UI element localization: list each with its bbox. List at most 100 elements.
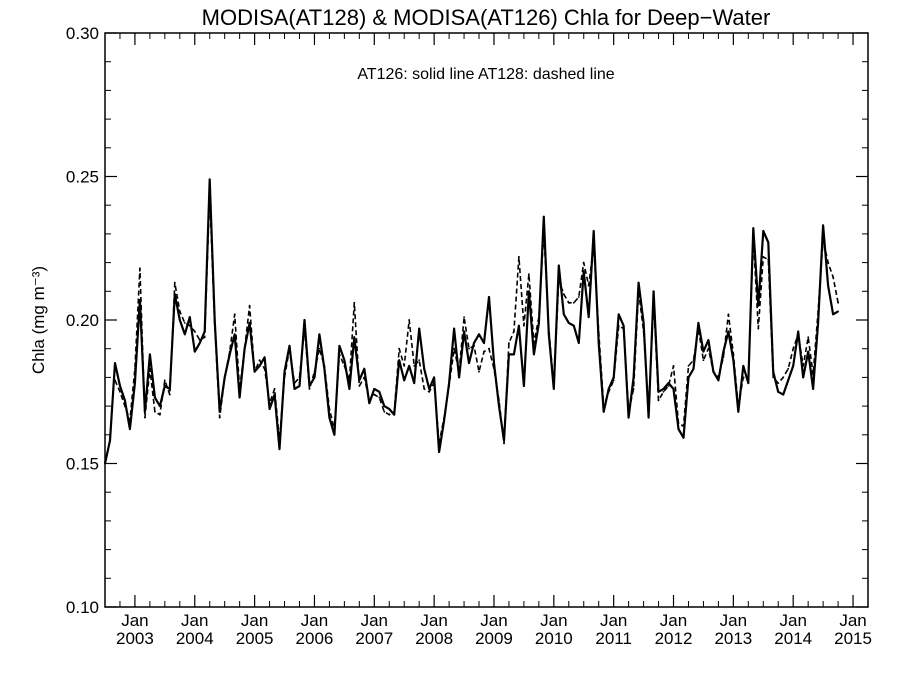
x-tick-month: Jan (600, 611, 627, 630)
data-point-at126 (473, 342, 475, 344)
data-point-at128 (488, 347, 490, 350)
x-tick-year: 2010 (535, 629, 573, 648)
data-point-at128 (652, 299, 655, 301)
x-tick-month: Jan (480, 611, 507, 630)
data-point-at128 (453, 347, 455, 350)
data-point-at126 (812, 388, 814, 390)
data-point-at126 (652, 290, 655, 293)
data-point-at128 (607, 390, 610, 393)
data-point-at126 (393, 413, 396, 416)
data-point-at128 (737, 405, 740, 407)
x-tick-year: 2009 (475, 629, 513, 648)
data-point-at128 (283, 376, 286, 379)
data-point-at126 (233, 333, 236, 336)
data-point-at128 (168, 393, 171, 396)
data-point-at126 (642, 322, 645, 324)
data-point-at128 (817, 310, 819, 313)
data-point-at128 (702, 359, 705, 362)
y-tick-label: 0.30 (66, 24, 99, 43)
data-point-at128 (268, 402, 271, 405)
data-point-at128 (308, 388, 311, 390)
x-tick-year: 2006 (296, 629, 334, 648)
data-point-at128 (193, 330, 196, 333)
data-point-at126 (428, 388, 431, 390)
data-point-at128 (139, 267, 141, 270)
data-point-at126 (328, 416, 331, 419)
data-point-at128 (597, 330, 600, 333)
data-point-at128 (173, 281, 176, 284)
data-point-at126 (662, 388, 665, 390)
data-point-at126 (248, 322, 251, 324)
data-point-at126 (727, 330, 730, 333)
data-point-at128 (203, 336, 206, 339)
data-point-at126 (697, 322, 700, 324)
x-tick-year: 2013 (714, 629, 752, 648)
x-tick-year: 2012 (655, 629, 693, 648)
data-point-at126 (413, 382, 416, 384)
data-point-at126 (298, 385, 301, 387)
data-point-at128 (787, 367, 790, 370)
data-point-at126 (268, 408, 271, 410)
data-point-at126 (363, 367, 366, 370)
data-point-at126 (278, 448, 281, 450)
x-tick-year: 2011 (595, 629, 632, 648)
data-point-at128 (782, 376, 785, 379)
data-point-at126 (797, 330, 800, 333)
data-point-at128 (458, 370, 460, 373)
data-point-at126 (672, 388, 675, 390)
data-point-at126 (388, 408, 391, 410)
y-tick-label: 0.10 (66, 598, 99, 617)
data-point-at126 (134, 382, 136, 384)
data-point-at126 (443, 419, 445, 422)
data-point-at126 (622, 324, 625, 327)
data-point-at128 (463, 316, 465, 318)
data-point-at128 (627, 410, 630, 413)
data-point-at128 (717, 376, 720, 379)
data-point-at128 (413, 365, 416, 367)
data-point-at128 (114, 379, 116, 382)
x-axis: Jan2003Jan2004Jan2005Jan2006Jan2007Jan20… (104, 33, 872, 648)
data-point-at128 (144, 416, 146, 419)
data-point-at128 (233, 313, 236, 316)
data-point-at128 (632, 388, 635, 390)
data-point-at128 (388, 413, 391, 416)
data-point-at128 (637, 290, 640, 293)
data-point-at128 (448, 385, 450, 387)
data-point-at126 (368, 402, 371, 405)
data-point-at128 (493, 367, 495, 370)
chart-annotation: AT126: solid line AT128: dashed line (357, 66, 614, 83)
data-point-at126 (383, 405, 386, 407)
data-point-at128 (692, 359, 695, 362)
data-point-at128 (762, 256, 765, 258)
data-point-at126 (353, 336, 356, 339)
data-point-at128 (508, 342, 510, 344)
data-point-at128 (797, 333, 800, 336)
data-point-at126 (523, 385, 525, 387)
x-tick-month: Jan (720, 611, 747, 630)
data-point-at128 (159, 413, 161, 416)
data-point-at128 (149, 367, 151, 370)
data-point-at128 (767, 258, 770, 261)
data-point-at128 (303, 327, 306, 330)
data-point-at128 (542, 230, 545, 232)
data-point-at128 (792, 347, 795, 350)
data-point-at128 (328, 408, 331, 410)
data-point-at128 (258, 359, 261, 362)
data-point-at128 (757, 327, 760, 330)
data-point-at128 (667, 385, 670, 387)
data-point-at128 (557, 278, 560, 281)
data-point-at126 (403, 379, 406, 382)
data-point-at126 (707, 339, 710, 341)
data-point-at128 (602, 405, 605, 407)
data-point-at128 (183, 322, 186, 324)
data-point-at126 (533, 353, 535, 356)
data-point-at128 (213, 324, 216, 327)
data-point-at128 (393, 410, 396, 413)
data-point-at126 (822, 224, 824, 227)
data-point-at126 (513, 353, 515, 356)
data-point-at128 (188, 324, 191, 327)
data-point-at128 (837, 301, 839, 304)
data-point-at126 (493, 362, 495, 364)
data-point-at126 (188, 316, 191, 318)
